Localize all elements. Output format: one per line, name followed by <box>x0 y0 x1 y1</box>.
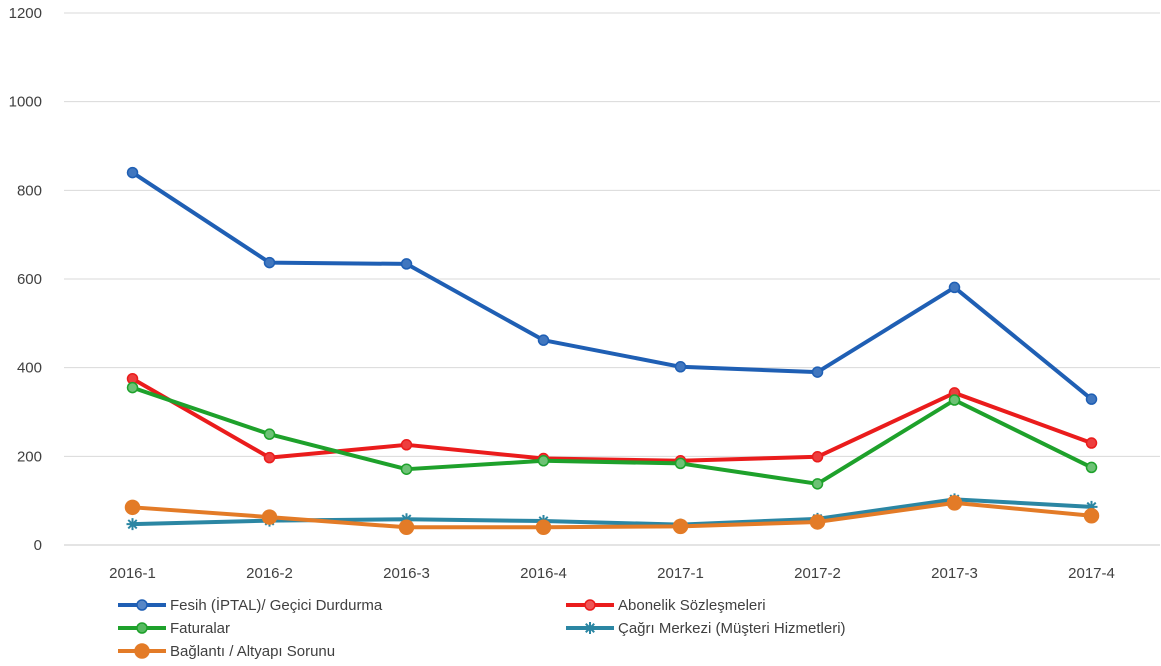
legend-marker <box>136 599 148 611</box>
data-point <box>126 518 139 531</box>
y-tick-label: 600 <box>17 271 42 288</box>
data-point <box>672 518 689 535</box>
data-point <box>1083 507 1100 524</box>
data-point <box>400 463 413 475</box>
legend-label: Faturalar <box>170 620 230 637</box>
y-axis-ticks: 0 200 400 600 800 1000 1200 <box>9 5 42 554</box>
series-line <box>132 500 1092 530</box>
x-tick-label: 2017-3 <box>931 565 978 582</box>
data-point <box>400 258 413 270</box>
legend-label: Bağlantı / Altyapı Sorunu <box>170 643 335 660</box>
data-point <box>1085 393 1098 405</box>
data-point <box>946 495 963 511</box>
legend-marker <box>136 622 148 634</box>
data-point <box>263 451 276 464</box>
y-tick-label: 1000 <box>9 94 42 111</box>
x-tick-label: 2016-3 <box>383 565 430 582</box>
data-point <box>126 166 139 179</box>
series-line <box>131 385 1093 486</box>
x-tick-label: 2017-4 <box>1068 565 1115 582</box>
legend-item: Abonelik Sözleşmeleri <box>566 597 766 614</box>
legend-item: Çağrı Merkezi (Müşteri Hizmetleri) <box>566 620 846 637</box>
y-tick-label: 0 <box>34 537 42 554</box>
data-point <box>398 519 415 536</box>
data-point <box>674 361 687 373</box>
data-point <box>400 513 413 526</box>
data-point <box>811 451 824 463</box>
data-point <box>811 366 824 378</box>
data-point <box>809 514 826 530</box>
data-point <box>1085 500 1098 513</box>
legend-label: Çağrı Merkezi (Müşteri Hizmetleri) <box>618 620 846 637</box>
series-line <box>131 377 1093 463</box>
legend-marker <box>584 622 596 634</box>
series-4 <box>124 495 1100 536</box>
data-point <box>263 256 276 269</box>
y-tick-label: 200 <box>17 448 42 465</box>
gridlines <box>64 12 1160 546</box>
x-tick-label: 2016-2 <box>246 565 293 582</box>
x-tick-label: 2016-1 <box>109 565 156 582</box>
data-point <box>535 519 552 536</box>
data-point <box>126 381 139 394</box>
data-point <box>948 281 961 294</box>
legend-item: Faturalar <box>118 620 230 637</box>
data-point <box>811 478 824 490</box>
legend-marker <box>134 643 150 659</box>
data-point <box>537 455 550 467</box>
x-tick-label: 2017-2 <box>794 565 841 582</box>
series-line <box>131 170 1093 401</box>
data-point <box>674 457 687 470</box>
legend-item: Fesih (İPTAL)/ Geçici Durdurma <box>118 596 383 614</box>
data-point <box>263 428 276 440</box>
data-point <box>124 499 141 516</box>
x-tick-label: 2016-4 <box>520 565 567 582</box>
data-point <box>1085 461 1098 474</box>
data-point <box>1085 437 1098 449</box>
legend-label: Fesih (İPTAL)/ Geçici Durdurma <box>170 596 383 614</box>
legend-marker <box>584 599 596 611</box>
y-tick-label: 1200 <box>9 5 42 22</box>
y-tick-label: 400 <box>17 360 42 377</box>
series-lines <box>124 166 1100 536</box>
data-point <box>261 509 278 525</box>
series-1 <box>126 373 1098 467</box>
legend-item: Bağlantı / Altyapı Sorunu <box>118 643 335 660</box>
series-0 <box>126 166 1098 405</box>
x-tick-label: 2017-1 <box>657 565 704 582</box>
legend-label: Abonelik Sözleşmeleri <box>618 597 766 614</box>
data-point <box>400 439 413 451</box>
data-point <box>948 394 961 406</box>
legend: Fesih (İPTAL)/ Geçici Durdurma Abonelik S… <box>118 596 846 660</box>
series-2 <box>126 381 1098 490</box>
x-axis-ticks: 2016-1 2016-2 2016-3 2016-4 2017-1 2017-2 2017… <box>109 565 1115 582</box>
data-point <box>537 334 550 346</box>
y-tick-label: 800 <box>17 182 42 199</box>
